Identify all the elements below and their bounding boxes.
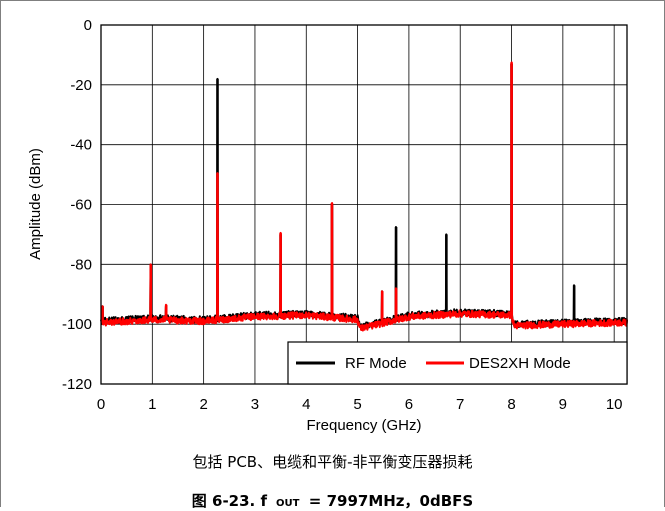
y-tick-label: -60 [70, 197, 92, 214]
y-tick-label: -120 [62, 376, 92, 393]
x-tick-label: 2 [199, 396, 207, 413]
figure-title: 图 6-23. f = 7997MHz，0dBFS [0, 490, 665, 511]
series-line-rf-mode [100, 62, 628, 330]
y-axis-label: Amplitude (dBm) [27, 148, 44, 260]
x-tick-label: 10 [606, 396, 623, 413]
y-tick-label: -100 [62, 316, 92, 333]
y-tick-label: 0 [84, 17, 92, 34]
figure-title-text: 图 6-23. f = 7997MHz，0dBFS [191, 492, 474, 510]
legend-label-des2xh: DES2XH Mode [469, 355, 571, 372]
x-tick-label: 5 [353, 396, 361, 413]
x-tick-label: 4 [302, 396, 310, 413]
x-tick-label: 0 [97, 396, 105, 413]
x-tick-labels: 0 1 2 3 4 5 6 7 8 9 10 [97, 396, 623, 413]
y-tick-label: -80 [70, 256, 92, 273]
x-tick-label: 6 [405, 396, 413, 413]
x-tick-label: 9 [559, 396, 567, 413]
y-tick-label: -20 [70, 77, 92, 94]
legend: RF Mode DES2XH Mode [287, 341, 628, 385]
x-tick-label: 1 [148, 396, 156, 413]
x-axis-label: Frequency (GHz) [306, 417, 421, 434]
grid [101, 25, 627, 384]
x-tick-label: 8 [507, 396, 515, 413]
y-tick-labels: 0 -20 -40 -60 -80 -100 -120 [62, 17, 92, 393]
x-tick-label: 3 [251, 396, 259, 413]
legend-label-rf: RF Mode [345, 355, 407, 372]
series-line-des2xh-mode [100, 61, 628, 332]
x-tick-label: 7 [456, 396, 464, 413]
traces [100, 61, 628, 332]
figure-caption: 包括 PCB、电缆和平衡-非平衡变压器损耗 [192, 453, 473, 471]
figure-title-subscript: OUT [276, 498, 300, 509]
y-tick-label: -40 [70, 137, 92, 154]
